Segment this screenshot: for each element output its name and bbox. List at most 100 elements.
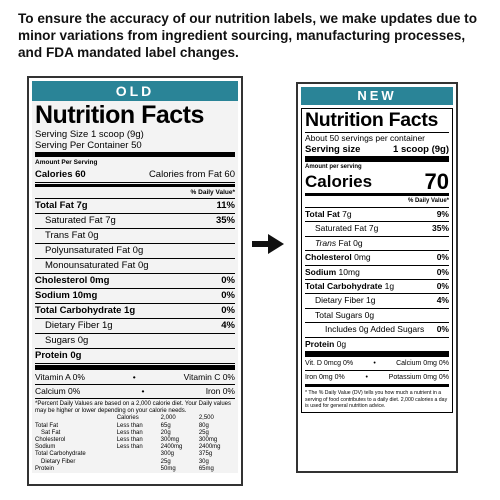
old-table-cell: Sat Fat — [41, 429, 61, 436]
old-nutrient-row: Trans Fat 0g — [35, 229, 235, 244]
old-nutrient-row: Polyunsaturated Fat 0g — [35, 244, 235, 259]
new-nutrient-row: Saturated Fat 7g 35% — [305, 222, 449, 237]
new-nutrient-dv: 0% — [436, 281, 449, 292]
old-nutrient-dv: 4% — [221, 320, 235, 331]
new-divider — [305, 132, 449, 133]
new-calories-value: 70 — [424, 169, 449, 194]
old-nutrition-label: OLD Nutrition Facts Serving Size 1 scoop… — [27, 76, 243, 486]
new-nutrient-name: Sodium — [305, 266, 337, 277]
old-nutrient-dv: 35% — [215, 215, 235, 226]
new-nutrient-amount: Fat 0g — [336, 237, 363, 248]
old-nutrient-row: Dietary Fiber 1g 4% — [35, 319, 235, 334]
old-table-row: Dietary Fiber 25g 30g — [35, 459, 235, 466]
arrow-right-icon — [252, 234, 284, 254]
new-nutrient-label: Total Fat 7g — [305, 208, 352, 221]
old-table-cell: 375g — [198, 451, 213, 458]
old-table-row: Sat Fat Less than 20g 25g — [35, 430, 235, 437]
new-nutrient-dv: 0% — [436, 324, 449, 335]
new-nutrient-label: Total Sugars 0g — [315, 309, 375, 320]
old-table-cell — [117, 459, 159, 466]
new-serving-size-label: Serving size — [305, 144, 361, 155]
old-vitamin-right: Vitamin C 0% — [183, 372, 235, 382]
old-table-cell: 300mg — [198, 437, 218, 444]
old-table-cell: Dietary Fiber — [41, 458, 76, 465]
old-table-cell: Total Fat — [35, 422, 59, 429]
old-label-title: Nutrition Facts — [35, 101, 204, 129]
new-daily-value-header: % Daily Value* — [305, 196, 449, 208]
old-table-cell: 2,500 — [198, 415, 214, 422]
old-label-header: OLD — [32, 81, 238, 101]
old-table-cell: Less than — [116, 429, 143, 436]
new-vitamin-right: Potassium 0mg 0% — [388, 374, 449, 382]
old-daily-value-header: % Daily Value* — [35, 188, 235, 199]
old-nutrient-label: Sodium 10mg — [35, 290, 98, 301]
old-footnote: *Percent Daily Values are based on a 2,0… — [35, 401, 232, 415]
new-serving-size-value: 1 scoop (9g) — [393, 144, 449, 155]
old-table-cell: Calories — [116, 415, 139, 422]
new-calories-label: Calories — [305, 172, 373, 191]
old-table-cell: 300g — [160, 451, 174, 458]
new-nutrient-dv: 9% — [436, 209, 449, 219]
old-nutrient-label: Protein 0g — [35, 350, 82, 361]
new-nutrient-row: Trans Fat 0g — [305, 237, 449, 252]
old-vitamin-left: Calcium 0% — [35, 386, 81, 396]
new-nutrient-label: Protein 0g — [305, 338, 346, 351]
old-nutrient-row: Total Fat 7g 11% — [35, 199, 235, 214]
new-nutrient-row: Total Carbohydrate 1g 0% — [305, 280, 449, 295]
new-nutrient-amount: 0mg — [351, 252, 371, 263]
old-nutrient-label: Sugars 0g — [45, 335, 89, 346]
old-nutrient-row: Cholesterol 0mg 0% — [35, 274, 235, 289]
new-nutrient-row: Protein 0g — [305, 338, 449, 351]
new-vitamin-left: Iron 0mg 0% — [305, 374, 345, 382]
old-daily-values-table: Calories 2,000 2,500 Total Fat Less than… — [35, 415, 235, 473]
old-table-cell: 2400mg — [198, 444, 221, 451]
old-vitamin-row: Calcium 0% • Iron 0% — [35, 385, 235, 399]
new-nutrient-row: Sodium 10mg 0% — [305, 266, 449, 281]
old-nutrient-row: Sodium 10mg 0% — [35, 289, 235, 304]
old-table-cell: 2400mg — [160, 444, 183, 451]
new-nutrient-row: Includes 0g Added Sugars 0% — [305, 323, 449, 338]
new-vitamin-row: Iron 0mg 0% • Potassium 0mg 0% — [305, 371, 449, 384]
old-nutrient-label: Dietary Fiber 1g — [45, 320, 113, 331]
new-divider — [305, 384, 449, 388]
old-calories-from-fat: Calories from Fat 60 — [148, 169, 235, 180]
old-nutrient-row: Protein 0g — [35, 349, 235, 364]
new-nutrient-label: Trans Fat 0g — [315, 237, 363, 250]
old-table-cell: 2,000 — [160, 415, 176, 422]
old-nutrient-label: Cholesterol 0mg — [35, 275, 110, 286]
new-divider — [305, 193, 449, 196]
old-servings-per-container: Serving Per Container 50 — [35, 140, 142, 151]
new-nutrient-amount: 0g — [334, 338, 347, 349]
old-nutrient-dv: 0% — [221, 305, 235, 316]
old-table-cell: 30g — [198, 458, 209, 465]
old-table-row: Total Carbohydrate 300g 375g — [35, 451, 235, 458]
old-table-cell: 80g — [198, 422, 209, 429]
new-nutrient-dv: 4% — [436, 295, 449, 306]
new-vitamin-row: Vit. D 0mcg 0% • Calcium 0mg 0% — [305, 357, 449, 372]
old-table-cell: 20g — [160, 429, 171, 436]
old-table-row: Total Fat Less than 65g 80g — [35, 423, 235, 430]
old-table-cell: Total Carbohydrate — [35, 451, 86, 458]
old-table-cell: Sodium — [35, 444, 56, 451]
new-nutrient-label: Includes 0g Added Sugars — [325, 324, 425, 335]
old-nutrient-label: Total Carbohydrate 1g — [35, 305, 136, 316]
old-divider — [35, 152, 235, 157]
new-nutrient-dv: 0% — [436, 266, 449, 277]
new-nutrient-amount: 10mg — [336, 266, 360, 277]
new-footnote: * The % Daily Value (DV) tells you how m… — [305, 390, 448, 410]
old-nutrient-label: Trans Fat 0g — [45, 230, 99, 241]
old-table-cell: Cholesterol — [35, 437, 66, 444]
old-vitamin-separator: • — [141, 386, 145, 396]
new-label-title: Nutrition Facts — [305, 109, 439, 131]
new-nutrient-name: Total Fat — [305, 209, 340, 219]
old-table-row: Protein 50mg 65mg — [35, 466, 235, 473]
old-table-row: Sodium Less than 2400mg 2400mg — [35, 444, 235, 451]
old-nutrient-label: Monounsaturated Fat 0g — [45, 260, 149, 271]
new-nutrient-row: Total Fat 7g 9% — [305, 208, 449, 223]
new-nutrient-name: Trans — [315, 237, 337, 248]
old-table-cell — [117, 466, 159, 473]
old-calories: Calories 60 — [35, 169, 86, 180]
new-nutrient-row: Dietary Fiber 1g 4% — [305, 294, 449, 309]
old-nutrient-dv: 11% — [216, 200, 236, 211]
old-divider — [35, 365, 235, 370]
